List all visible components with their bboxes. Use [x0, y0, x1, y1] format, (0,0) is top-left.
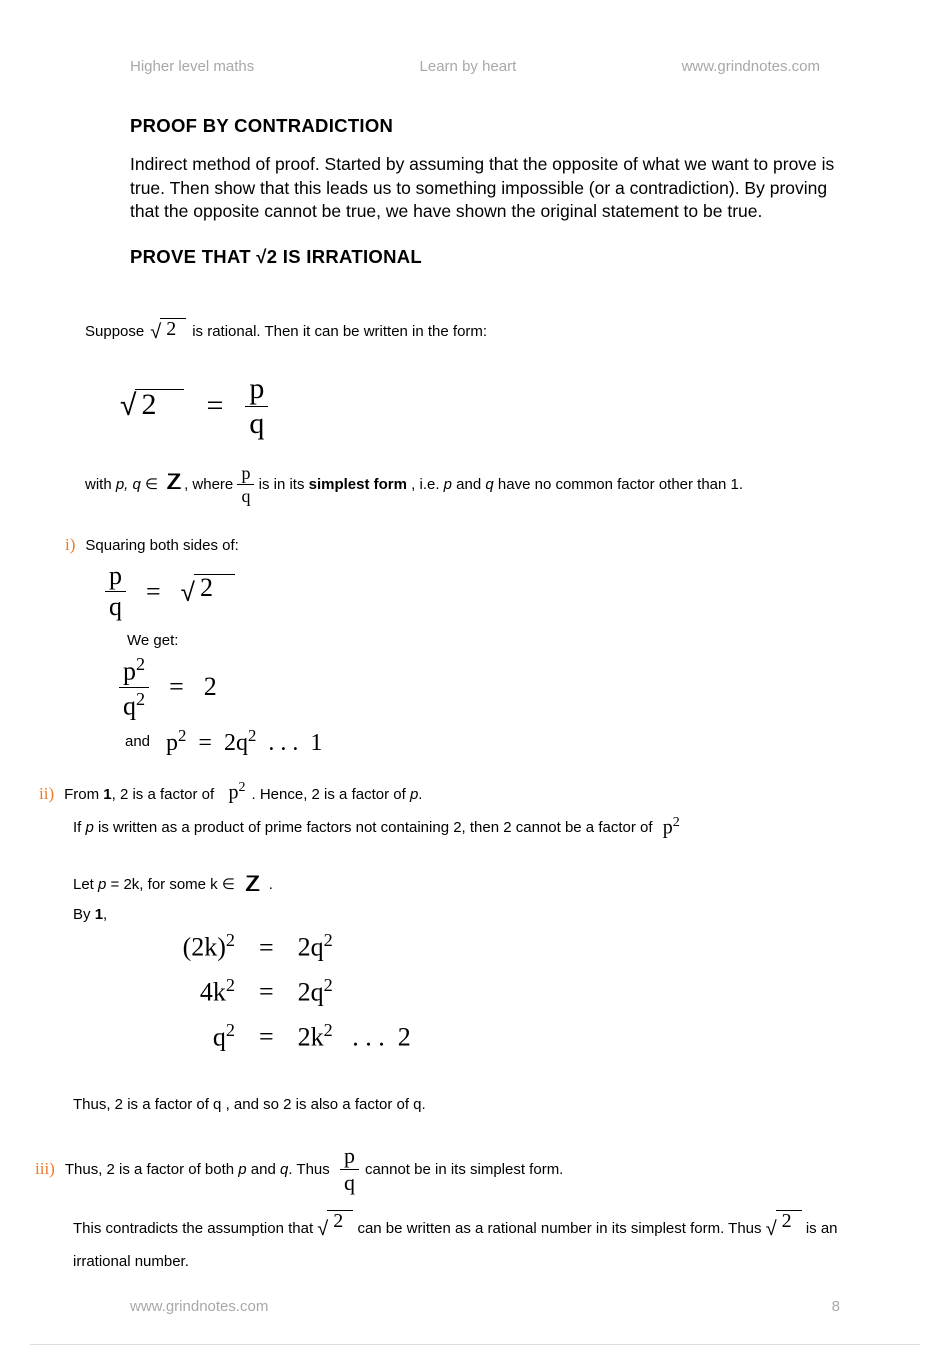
iii-2b: can be written as a rational number in i… — [357, 1220, 765, 1237]
page: Higher level maths Learn by heart www.gr… — [0, 0, 950, 1355]
let-b: . — [265, 874, 273, 895]
iii-a: Thus, 2 is a factor of both p and q. Thu… — [65, 1159, 334, 1180]
and-label: and — [125, 731, 150, 752]
thus-q-line: Thus, 2 is a factor of q , and so 2 is a… — [73, 1094, 840, 1115]
step-ii: ii) From 1, 2 is a factor of p2 . Hence,… — [85, 778, 840, 1115]
equation-sqrt2-equals-pq: √2 = pq — [120, 374, 840, 439]
roman-i: i) — [65, 533, 75, 557]
step-i-header: i) Squaring both sides of: — [65, 533, 840, 557]
content-area: PROOF BY CONTRADICTION Indirect method o… — [130, 115, 840, 1276]
with-middle: , where — [184, 476, 237, 493]
iii-b: cannot be in its simplest form. — [365, 1159, 563, 1180]
bottom-rule — [30, 1344, 920, 1345]
suppose-prefix: Suppose — [85, 321, 144, 342]
integer-set-symbol: Z — [166, 461, 179, 503]
eq-p2q2-2: p2q2 = 2 — [119, 655, 840, 719]
step-iii-line1: iii) Thus, 2 is a factor of both p and q… — [35, 1145, 840, 1194]
with-line: with p, q ∈ Z , where pq is in its simpl… — [85, 461, 840, 506]
let-line: Let p = 2k, for some k ∈ Z . — [73, 869, 840, 900]
with-prefix: with p, q ∈ — [85, 476, 162, 493]
step-i-text: Squaring both sides of: — [85, 535, 238, 556]
header-left: Higher level maths — [130, 58, 254, 75]
step-iii: iii) Thus, 2 is a factor of both p and q… — [85, 1145, 840, 1277]
simplest-form: simplest form — [309, 476, 407, 493]
step-iii-line2: This contradicts the assumption that √2 … — [73, 1210, 840, 1277]
equals-sign: = — [206, 389, 223, 423]
suppose-suffix: is rational. Then it can be written in t… — [192, 321, 487, 342]
step-ii-line2: If p is written as a product of prime fa… — [73, 813, 840, 842]
footer-left: www.grindnotes.com — [130, 1298, 268, 1315]
intro-paragraph: Indirect method of proof. Started by ass… — [130, 153, 840, 224]
eq-pq-sqrt2: pq = √2 — [105, 563, 840, 620]
header-center: Learn by heart — [420, 58, 517, 75]
header-right: www.grindnotes.com — [682, 58, 820, 75]
eq-p2-2q2: and p2 = 2q2 . . . 1 — [125, 724, 840, 761]
roman-iii: iii) — [35, 1157, 55, 1181]
roman-ii: ii) — [39, 782, 54, 806]
sqrt2-symbol: √2 — [150, 318, 186, 346]
with-suffix-a: is in its — [259, 476, 309, 493]
section-title-sqrt2: PROVE THAT √2 IS IRRATIONAL — [130, 246, 840, 268]
eq-block-2k: (2k)2=2q2 4k2=2q2 q2=2k2 . . . 2 — [125, 925, 840, 1060]
page-footer: www.grindnotes.com 8 — [130, 1298, 840, 1315]
line2a: If p is written as a product of prime fa… — [73, 817, 657, 838]
with-suffix-b: , i.e. p and q have no common factor oth… — [411, 476, 743, 493]
from1-a: From 1, 2 is a factor of — [64, 784, 222, 805]
integer-set-symbol-2: Z — [245, 869, 258, 900]
fraction-pq: pq — [245, 374, 268, 439]
step-i: i) Squaring both sides of: pq = √2 We ge… — [85, 533, 840, 760]
iii-2a: This contradicts the assumption that — [73, 1220, 317, 1237]
fraction-pq-small: pq — [237, 464, 254, 505]
let-a: Let p = 2k, for some k ∈ — [73, 874, 239, 895]
footer-page-number: 8 — [832, 1298, 840, 1315]
sqrt2-large: √2 — [120, 389, 184, 423]
we-get: We get: — [127, 630, 840, 651]
section-title-proof: PROOF BY CONTRADICTION — [130, 115, 840, 137]
step-ii-line1: ii) From 1, 2 is a factor of p2 . Hence,… — [39, 778, 840, 807]
from1-c: . Hence, 2 is a factor of p. — [252, 784, 423, 805]
suppose-line: Suppose √2 is rational. Then it can be w… — [85, 318, 840, 346]
by1-line: By 1, — [73, 904, 840, 925]
page-header: Higher level maths Learn by heart www.gr… — [0, 58, 950, 75]
